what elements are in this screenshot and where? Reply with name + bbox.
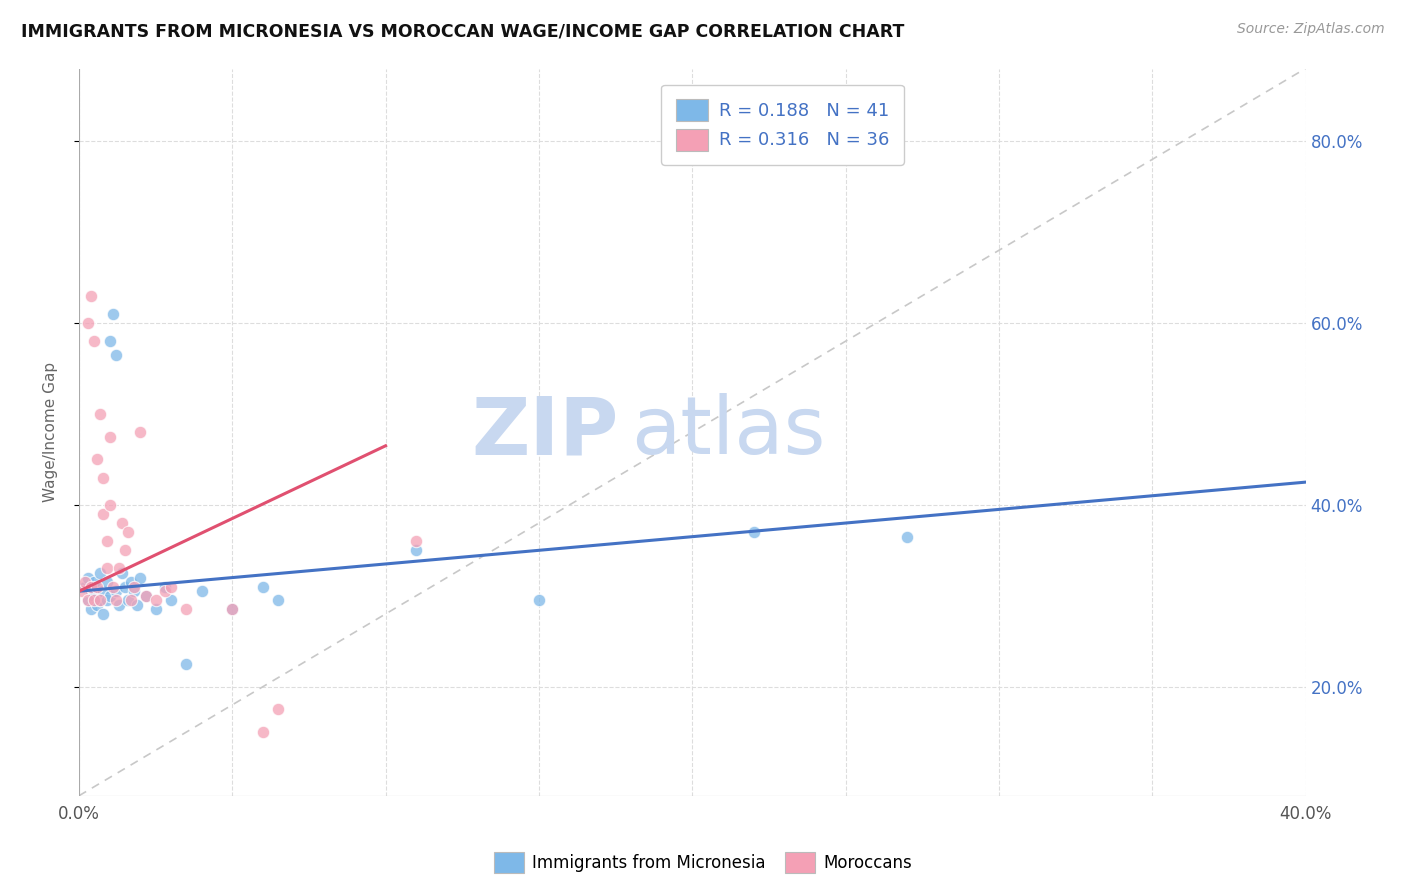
Point [114,543,136,558]
Point [111,566,134,580]
Point [75,575,97,590]
Point [98,430,121,444]
Point [83,593,105,607]
Legend: Immigrants from Micronesia, Moroccans: Immigrants from Micronesia, Moroccans [486,846,920,880]
Point [145,593,167,607]
Point [96,561,118,575]
Point [117,525,139,540]
Point [114,580,136,594]
Point [89,407,111,421]
Point [896,530,918,544]
Point [129,571,152,585]
Point [104,584,127,599]
Point [153,584,176,599]
Point [77,316,100,330]
Point [93,470,115,484]
Point [174,657,197,671]
Point [108,598,131,612]
Point [145,602,167,616]
Point [135,589,157,603]
Point [160,580,183,594]
Point [89,566,111,580]
Point [83,575,105,590]
Point [75,580,97,594]
Text: ZIP: ZIP [471,393,619,471]
Point [160,593,183,607]
Point [77,571,100,585]
Point [70,584,93,599]
Point [80,584,103,599]
Point [98,589,121,603]
Point [108,561,131,575]
Point [122,584,145,599]
Point [153,580,176,594]
Point [77,593,100,607]
Point [93,584,115,599]
Text: IMMIGRANTS FROM MICRONESIA VS MOROCCAN WAGE/INCOME GAP CORRELATION CHART: IMMIGRANTS FROM MICRONESIA VS MOROCCAN W… [21,22,904,40]
Point [98,498,121,512]
Point [86,598,108,612]
Point [120,593,142,607]
Point [101,580,124,594]
Point [267,593,290,607]
Point [80,580,103,594]
Point [77,593,100,607]
Point [405,534,427,549]
Point [405,543,427,558]
Point [221,602,243,616]
Point [86,580,108,594]
Point [104,348,127,362]
Text: Source: ZipAtlas.com: Source: ZipAtlas.com [1237,22,1385,37]
Point [86,452,108,467]
Point [80,289,103,303]
Point [527,593,550,607]
Point [83,334,105,349]
Point [122,580,145,594]
Point [96,575,118,590]
Y-axis label: Wage/Income Gap: Wage/Income Gap [44,362,58,502]
Point [104,593,127,607]
Point [83,589,105,603]
Point [89,593,111,607]
Point [93,607,115,621]
Point [117,593,139,607]
Point [135,589,157,603]
Point [96,534,118,549]
Point [742,525,765,540]
Point [221,602,243,616]
Point [127,598,149,612]
Point [252,725,274,739]
Point [252,580,274,594]
Point [129,425,152,439]
Legend: R = 0.188   N = 41, R = 0.316   N = 36: R = 0.188 N = 41, R = 0.316 N = 36 [661,85,904,165]
Point [190,584,212,599]
Point [267,702,290,716]
Point [96,593,118,607]
Point [89,593,111,607]
Text: atlas: atlas [631,393,825,471]
Point [80,602,103,616]
Point [101,307,124,321]
Point [86,580,108,594]
Point [111,516,134,530]
Point [120,575,142,590]
Point [174,602,197,616]
Point [98,334,121,349]
Point [93,507,115,521]
